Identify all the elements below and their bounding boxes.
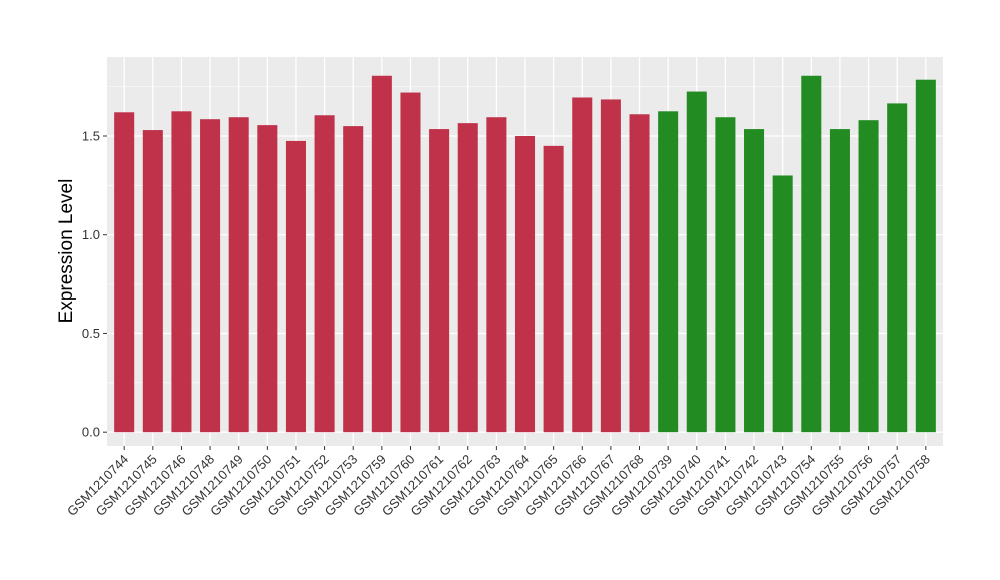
bar-GSM1210754 xyxy=(801,75,822,433)
bar-GSM1210755 xyxy=(829,129,850,433)
y-tick-label: 0.5 xyxy=(82,326,100,341)
bar-GSM1210742 xyxy=(744,129,765,433)
bar-GSM1210751 xyxy=(285,140,306,433)
bar-GSM1210752 xyxy=(314,115,335,433)
bar-GSM1210746 xyxy=(171,111,192,433)
bar-GSM1210763 xyxy=(486,117,507,433)
bar-GSM1210756 xyxy=(858,120,879,433)
bar-GSM1210749 xyxy=(228,117,249,433)
bar-GSM1210748 xyxy=(200,119,221,433)
bar-GSM1210745 xyxy=(142,130,163,433)
bar-GSM1210757 xyxy=(887,103,908,433)
bar-GSM1210766 xyxy=(572,97,593,433)
bar-GSM1210767 xyxy=(600,99,621,433)
bar-GSM1210764 xyxy=(514,135,536,433)
y-axis-title: Expression Level xyxy=(56,179,77,324)
bar-GSM1210740 xyxy=(686,91,707,433)
y-tick-label: 1.0 xyxy=(82,227,100,242)
bar-GSM1210739 xyxy=(658,111,679,433)
bar-GSM1210759 xyxy=(371,75,392,433)
bars xyxy=(114,75,936,433)
bar-GSM1210765 xyxy=(543,145,564,433)
y-tick-label: 1.5 xyxy=(82,128,100,143)
bar-GSM1210762 xyxy=(457,123,478,433)
bar-GSM1210768 xyxy=(629,114,650,433)
bar-GSM1210743 xyxy=(772,175,793,433)
bar-GSM1210758 xyxy=(915,79,936,433)
y-tick-label: 0.0 xyxy=(82,425,100,440)
bar-GSM1210744 xyxy=(114,112,135,433)
bar-GSM1210750 xyxy=(257,125,278,433)
bar-GSM1210761 xyxy=(429,129,450,433)
bar-GSM1210741 xyxy=(715,117,736,433)
bar-GSM1210753 xyxy=(343,126,364,433)
bar-GSM1210760 xyxy=(400,92,421,433)
